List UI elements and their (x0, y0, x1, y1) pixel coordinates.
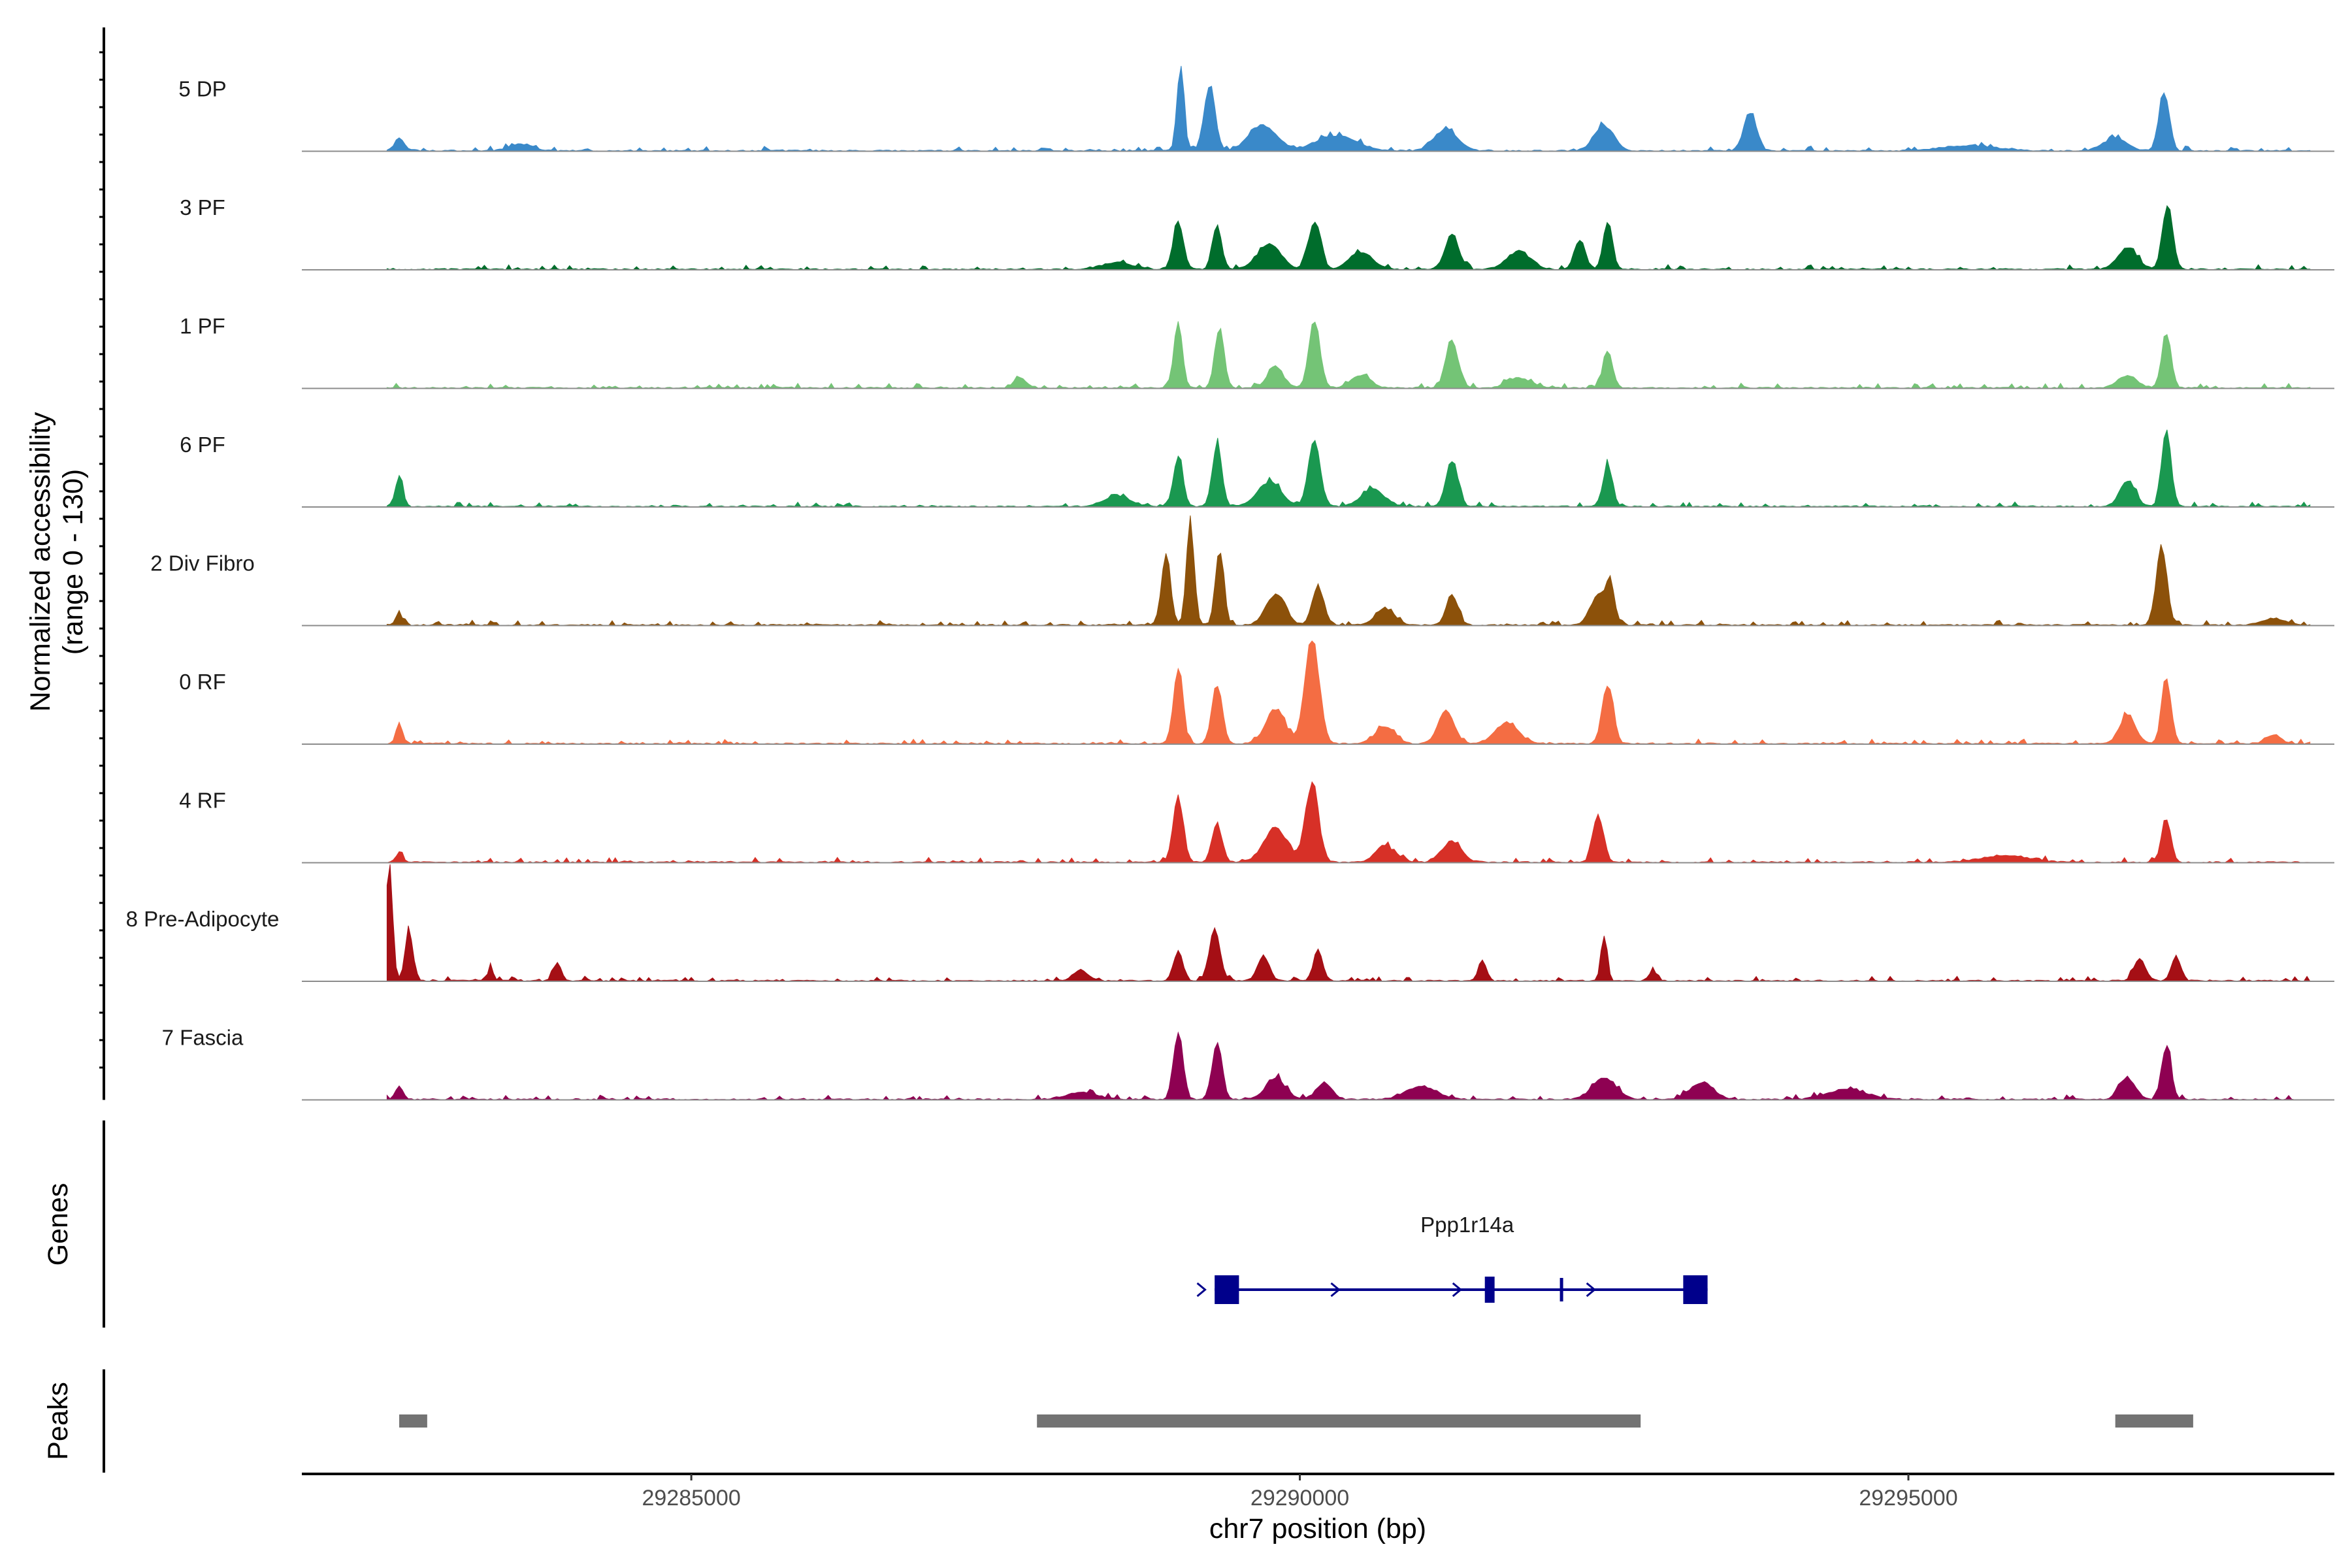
track-area-rf0 (386, 640, 2311, 745)
gene-name-label: Ppp1r14a (1420, 1213, 1514, 1237)
coverage-y-axis (99, 27, 105, 1100)
track-area-pf1 (386, 321, 2311, 389)
track-pf1: 1 PF (180, 314, 2334, 389)
peak-region (2115, 1414, 2193, 1428)
track-area-rf4 (386, 781, 2311, 864)
coverage-tracks: 5 DP 3 PF 1 PF 6 PF 2 Div Fibro 0 RF 4 RF 8 Pre… (126, 65, 2334, 1101)
track-area-pf6 (386, 429, 2311, 508)
gene-exon (1215, 1275, 1239, 1304)
x-axis-ticks: 29285000 29290000 29295000 (642, 1474, 1958, 1511)
track-pf6: 6 PF (180, 429, 2334, 508)
track-div: 2 Div Fibro (150, 515, 2334, 627)
track-area-fas (386, 1031, 2311, 1101)
track-label: 5 DP (178, 77, 226, 101)
gene-strand-arrow (1452, 1282, 1463, 1298)
track-pf3: 3 PF (180, 195, 2334, 270)
peak-region (399, 1414, 427, 1428)
track-rf4: 4 RF (179, 781, 2334, 864)
track-label: 7 Fascia (162, 1026, 244, 1050)
track-dp: 5 DP (178, 65, 2334, 152)
genes-axis-title: Genes (42, 1183, 74, 1266)
x-tick-label: 29285000 (642, 1486, 740, 1511)
peak-region (1037, 1414, 1641, 1428)
track-label: 1 PF (180, 314, 225, 338)
x-axis-title: chr7 position (bp) (1209, 1513, 1426, 1544)
track-fas: 7 Fascia (162, 1026, 2334, 1101)
track-area-div (386, 515, 2311, 627)
track-label: 6 PF (180, 433, 225, 457)
x-tick-label: 29290000 (1250, 1486, 1349, 1511)
track-adi: 8 Pre-Adipocyte (126, 864, 2334, 982)
x-tick-label: 29295000 (1859, 1486, 1957, 1511)
gene-exon (1683, 1275, 1708, 1304)
peaks-axis-title: Peaks (42, 1382, 74, 1460)
gene-strand-arrow (1196, 1282, 1207, 1298)
track-area-pf3 (386, 204, 2311, 270)
track-label: 0 RF (179, 670, 226, 694)
gene-strand-arrow (1586, 1282, 1596, 1298)
track-label: 8 Pre-Adipocyte (126, 907, 280, 931)
track-rf0: 0 RF (179, 640, 2334, 745)
track-area-dp (386, 65, 2311, 152)
gene-exon (1484, 1277, 1495, 1303)
gene-strand-arrow (1330, 1282, 1341, 1298)
y-axis-title-line1: Normalized accessibility (25, 412, 56, 711)
y-axis-title-line2: (range 0 - 130) (57, 469, 89, 655)
track-label: 4 RF (179, 789, 226, 813)
track-label: 3 PF (180, 195, 225, 220)
peak-track (399, 1414, 2193, 1428)
gene-track: Ppp1r14a (1196, 1213, 1708, 1304)
track-label: 2 Div Fibro (150, 551, 255, 576)
track-area-adi (386, 864, 2311, 982)
